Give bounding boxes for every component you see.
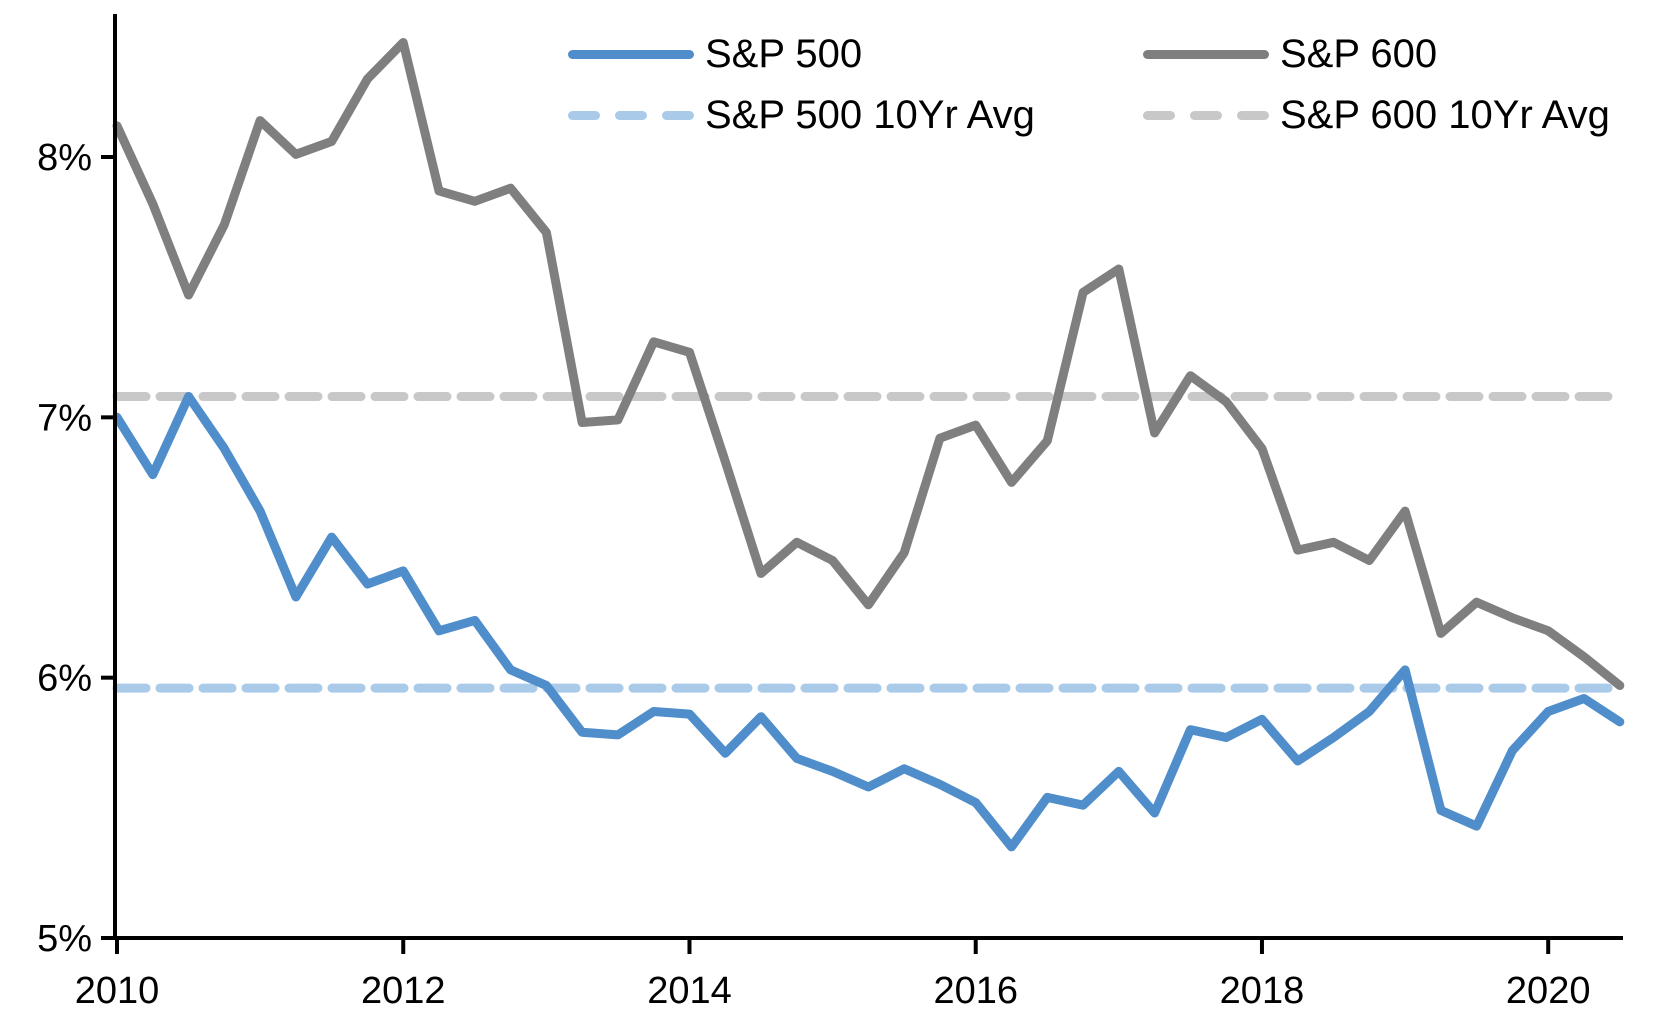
- legend-label-sp600-avg: S&P 600 10Yr Avg: [1280, 93, 1610, 137]
- legend-item-sp600-avg: S&P 600 10Yr Avg: [1143, 94, 1610, 136]
- legend-item-sp600: S&P 600: [1143, 33, 1437, 75]
- y-tick-label: 8%: [37, 137, 92, 179]
- x-tick-label: 2010: [75, 970, 160, 1012]
- x-tick-label: 2016: [933, 970, 1018, 1012]
- legend-swatch-sp500-dashed-line: [568, 110, 694, 120]
- series-line-s-p-500: [112, 392, 1625, 852]
- legend-label-sp500-avg: S&P 500 10Yr Avg: [705, 93, 1035, 137]
- legend-swatch-sp600-dashed-line: [1143, 110, 1269, 120]
- x-tick-label: 2012: [361, 970, 446, 1012]
- x-tick-label: 2014: [647, 970, 732, 1012]
- legend-item-sp500: S&P 500: [568, 33, 862, 75]
- legend-swatch-sp600-solid-line: [1143, 49, 1269, 59]
- y-tick-label: 5%: [37, 918, 92, 960]
- legend-label-sp500: S&P 500: [705, 32, 863, 76]
- y-tick-label: 7%: [37, 397, 92, 439]
- legend-label-sp600: S&P 600: [1280, 32, 1438, 76]
- series-line-s-p-600: [112, 38, 1625, 690]
- x-tick-label: 2018: [1220, 970, 1305, 1012]
- legend-item-sp500-avg: S&P 500 10Yr Avg: [568, 94, 1035, 136]
- legend-swatch-sp500-solid-line: [568, 49, 694, 59]
- y-tick-label: 6%: [37, 658, 92, 700]
- x-tick-label: 2020: [1506, 970, 1591, 1012]
